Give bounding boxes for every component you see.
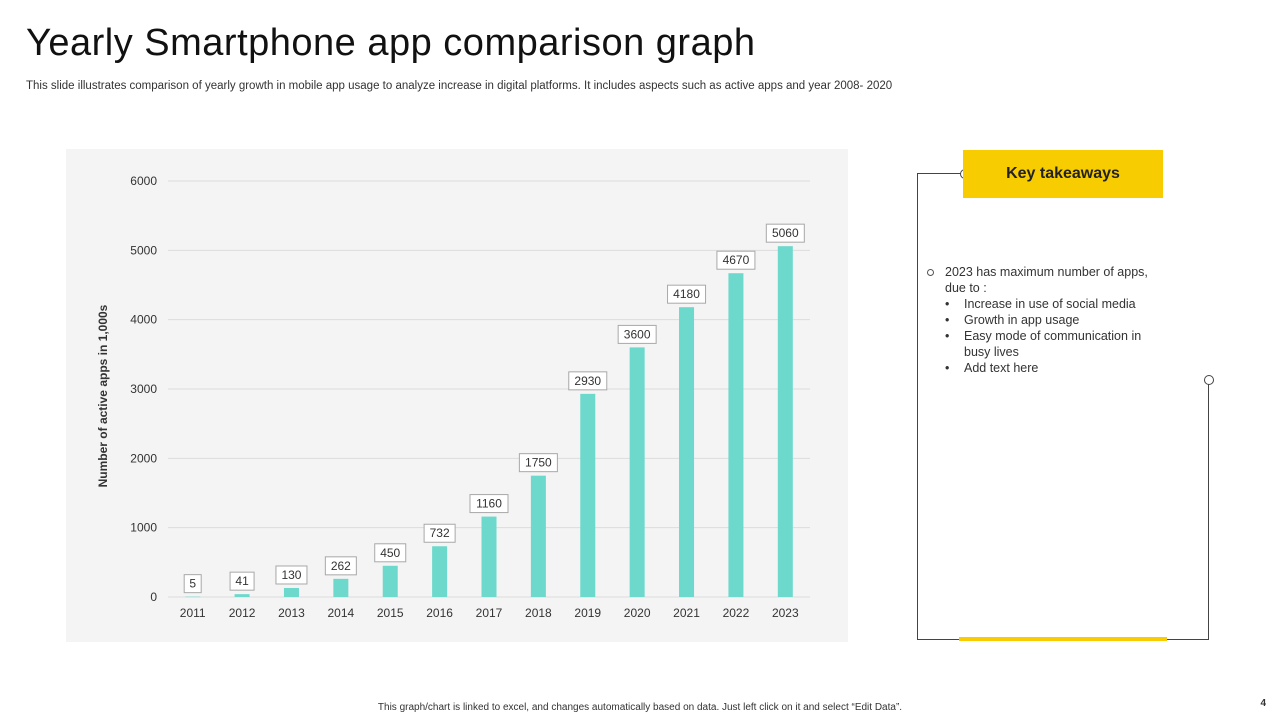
data-label-box [324,556,357,576]
bar-2022[interactable] [728,273,744,597]
x-tick-label: 2015 [377,606,404,620]
bar-2019[interactable] [580,393,596,597]
slide-subtitle: This slide illustrates comparison of yea… [26,80,893,92]
bar-2014[interactable] [333,578,349,597]
takeaway-sub-point: Easy mode of communication in busy lives [945,328,1167,360]
data-label-box [183,574,202,594]
data-label: 3600 [624,327,651,341]
data-label: 5060 [772,226,799,240]
bar-2015[interactable] [382,565,398,597]
bar-2021[interactable] [679,307,695,597]
x-tick-label: 2020 [624,606,651,620]
bar-2012[interactable] [234,594,250,597]
takeaway-main-point: 2023 has maximum number of apps, due to … [927,264,1167,296]
data-label-box [617,324,657,344]
takeaway-sub-points: Increase in use of social media Growth i… [927,296,1167,376]
data-label-box [423,523,456,543]
connector-dot-right [1204,375,1214,385]
x-tick-label: 2023 [772,606,799,620]
data-label: 450 [380,546,400,560]
data-label-box [716,250,756,270]
x-tick-label: 2014 [327,606,354,620]
y-tick-label: 3000 [130,382,157,396]
x-tick-label: 2011 [180,606,206,620]
bar-2013[interactable] [283,587,299,597]
y-tick-label: 6000 [130,174,157,188]
data-label-box [275,565,308,585]
x-tick-label: 2012 [229,606,256,620]
bar-chart[interactable]: 0 1000 2000 3000 4000 5000 6000 5 41 130 262 450 73… [66,149,848,642]
data-label-box [518,453,558,473]
x-tick-label: 2022 [723,606,750,620]
takeaways-accent-bar [959,637,1167,641]
y-axis-label: Number of active apps in 1,000s [96,304,110,487]
x-tick-label: 2019 [574,606,601,620]
y-axis-ticks: 0 1000 2000 3000 4000 5000 6000 [130,174,157,604]
x-tick-label: 2016 [426,606,453,620]
data-label-box [469,494,509,514]
takeaways-frame [917,173,1209,640]
y-tick-label: 2000 [130,451,157,465]
data-label: 130 [281,568,301,582]
takeaways-connector-line [917,173,965,174]
takeaway-sub-point: Growth in app usage [945,312,1167,328]
takeaways-header: Key takeaways [963,150,1163,198]
y-tick-label: 0 [150,590,157,604]
data-label: 262 [331,559,351,573]
takeaways-list: 2023 has maximum number of apps, due to … [927,264,1167,376]
takeaway-sub-point: Increase in use of social media [945,296,1167,312]
x-tick-label: 2013 [278,606,305,620]
data-label: 1750 [525,456,552,470]
footnote: This graph/chart is linked to excel, and… [377,702,903,713]
bar-2018[interactable] [530,475,546,597]
data-label: 2930 [574,374,601,388]
y-tick-label: 4000 [130,313,157,327]
data-label: 4670 [723,253,750,267]
chart-panel: 0 1000 2000 3000 4000 5000 6000 5 41 130 262 450 73… [66,149,848,642]
slide-title: Yearly Smartphone app comparison graph [26,22,756,64]
takeaway-sub-point: Add text here [945,360,1167,376]
bar-2011[interactable] [185,596,201,598]
data-label: 4180 [673,287,700,301]
x-tick-label: 2021 [673,606,700,620]
data-label-box [229,571,255,591]
x-tick-label: 2017 [476,606,503,620]
bar-2017[interactable] [481,516,497,597]
chart-bars [185,246,793,598]
y-tick-label: 1000 [130,521,157,535]
data-label: 1160 [476,497,502,511]
bar-2023[interactable] [777,246,793,597]
bar-2016[interactable] [432,546,448,597]
data-label: 5 [189,577,196,591]
data-label-box [667,284,707,304]
data-label-box [765,223,805,243]
data-labels: 5 41 130 262 450 732 1160 1750 2930 3600 4180 4670 5… [183,223,805,594]
data-label: 732 [430,526,450,540]
data-label-box [568,371,608,391]
y-tick-label: 5000 [130,243,157,257]
bar-2020[interactable] [629,347,645,597]
chart-gridlines [168,180,810,598]
data-label-box [374,543,407,563]
page-number: 4 [1260,698,1266,709]
x-axis-ticks: 2011 2012 2013 2014 2015 2016 2017 2018 2019 2020… [180,606,799,620]
data-label: 41 [235,574,249,588]
x-tick-label: 2018 [525,606,552,620]
